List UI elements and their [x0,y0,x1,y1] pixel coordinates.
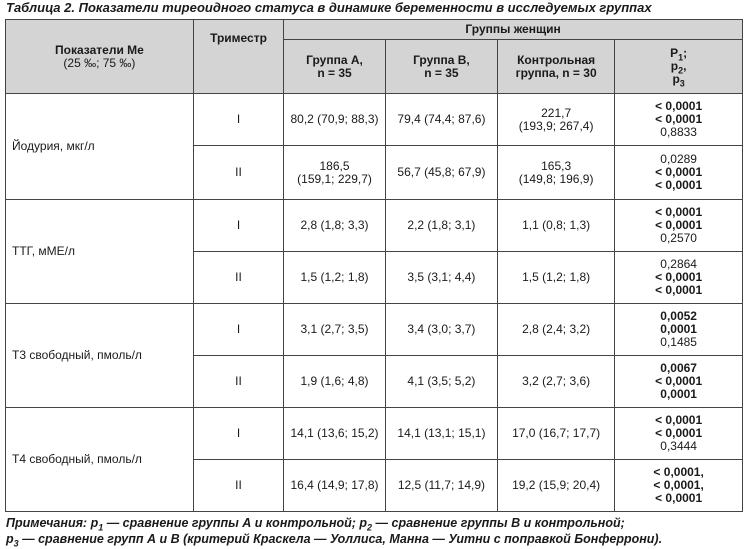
p-value: < 0,0001 [655,283,703,297]
table-row: Т4 свободный, пмоль/л I 14,1 (13,6; 15,2) 1… [5,407,743,512]
p-value: 0,2570 [660,231,697,245]
p-value: 0,0067 [660,361,697,375]
p-value: < 0,0001 [655,218,703,232]
value-cell-a: 1,9 (1,6; 4,8) [283,355,386,408]
p-value: < 0,0001 [655,205,703,219]
p-value: 0,0289 [660,152,697,166]
value-cell-c: 19,2 (15,9; 20,4) [496,459,616,512]
indicator-cell: Т3 свободный, пмоль/л [5,303,194,408]
value-cell-b: 3,5 (3,1; 4,4) [384,251,498,304]
value-cell-c: 17,0 (16,7; 17,7) [496,407,616,460]
indicator-cell: ТТГ, мМЕ/л [5,199,194,304]
table-row: Т3 свободный, пмоль/л I 3,1 (2,7; 3,5) 3,4 … [5,303,743,408]
p-value: < 0,0001 [655,413,703,427]
p-value: 0,2864 [660,257,697,271]
value-cell-b: 4,1 (3,5; 5,2) [384,355,498,408]
value-cell-b: 2,2 (1,8; 3,1) [384,199,498,252]
p-value: 0,8833 [660,125,697,139]
note-line-1: Примечания: p1 — сравнение группы А и ко… [6,516,625,533]
table-row: II 186,5 (159,1; 229,7) 56,7 (45,8; 67,9) 16… [6,145,743,200]
value-cell-b: 14,1 (13,1; 15,1) [384,407,498,460]
value-cell-a: 16,4 (14,9; 17,8) [283,459,386,512]
p-value: < 0,0001 [655,112,703,126]
trimester-cell: I [192,199,285,252]
header-trimester: Триместр [192,19,285,94]
table-row: II 1,5 (1,2; 1,8) 3,5 (3,1; 4,4) 1,5 (1,2; … [6,251,743,304]
trimester-cell: II [192,145,285,200]
p-value: < 0,0001 [655,165,703,179]
header-group-a: Группа А, n = 35 [283,39,386,94]
p-value-cell: 0,0067 < 0,0001 0,0001 [614,355,743,408]
trimester-cell: II [192,355,285,408]
value-cell-a: 3,1 (2,7; 3,5) [283,303,386,356]
p-value: 0,0052 [660,309,697,323]
header-control: Контрольная группа, n = 30 [496,39,616,94]
p-value: < 0,0001 [655,374,703,388]
table-caption: Таблица 2. Показатели тиреоидного статус… [6,0,652,15]
note-line-2: p3 — сравнение групп А и В (критерий Кра… [6,532,663,549]
trimester-cell: I [192,93,285,146]
p-value: < 0,0001, [653,465,704,479]
trimester-cell: I [192,407,285,460]
value-cell-c: 2,8 (2,4; 3,2) [496,303,616,356]
p-value-cell: 0,2864 < 0,0001 < 0,0001 [614,251,743,304]
p-value: 0,3444 [660,439,697,453]
indicator-cell: Т4 свободный, пмоль/л [5,407,194,512]
table-row: Йодурия, мкг/л I 80,2 (70,9; 88,3) 79,4 (74… [5,93,743,200]
p-value: 0,0001 [660,322,697,336]
p-value: 0,0001 [660,387,697,401]
p-value-cell: < 0,0001, < 0,0001, < 0,0001 [614,459,743,512]
p-value: < 0,0001 [655,178,703,192]
value-cell-c: 221,7 (193,9; 267,4) [496,93,616,146]
header-indicator: Показатели Ме (25 ‰; 75 ‰) [5,19,194,94]
value-cell-c: 165,3 (149,8; 196,9) [496,145,616,200]
value-cell-c: 1,5 (1,2; 1,8) [496,251,616,304]
p-value-cell: 0,0052 0,0001 0,1485 [614,303,743,356]
table-row: ТТГ, мМЕ/л I 2,8 (1,8; 3,3) 2,2 (1,8; 3,1) 1… [5,199,743,304]
p-value: < 0,0001 [655,426,703,440]
trimester-cell: I [192,303,285,356]
value-cell-c: 1,1 (0,8; 1,3) [496,199,616,252]
value-cell-a: 2,8 (1,8; 3,3) [283,199,386,252]
value-cell-a: 80,2 (70,9; 88,3) [283,93,386,146]
p-value: < 0,0001 [655,99,703,113]
indicator-cell: Йодурия, мкг/л [5,93,194,200]
table-row: II 16,4 (14,9; 17,8) 12,5 (11,7; 14,9) 19,2… [6,459,743,512]
header-group-b: Группа В, n = 35 [384,39,498,94]
header-groups: Группы женщин [283,19,743,40]
p-value: 0,1485 [660,335,697,349]
p-value-cell: < 0,0001 < 0,0001 0,2570 [614,199,743,252]
value-cell-b: 56,7 (45,8; 67,9) [384,145,498,200]
value-cell-b: 3,4 (3,0; 3,7) [384,303,498,356]
value-cell-b: 12,5 (11,7; 14,9) [384,459,498,512]
p-value-cell: < 0,0001 < 0,0001 0,3444 [614,407,743,460]
value-cell-b: 79,4 (74,4; 87,6) [384,93,498,146]
p-value: < 0,0001 [655,491,703,505]
value-cell-a: 186,5 (159,1; 229,7) [283,145,386,200]
value-cell-a: 14,1 (13,6; 15,2) [283,407,386,460]
trimester-cell: II [192,459,285,512]
value-cell-c: 3,2 (2,7; 3,6) [496,355,616,408]
p-value: < 0,0001, [653,478,704,492]
p-value: < 0,0001 [655,270,703,284]
thyroid-status-table: Показатели Ме (25 ‰; 75 ‰) Триместр Групп… [5,19,743,512]
table-notes: Примечания: p1 — сравнение группы А и ко… [6,515,663,549]
header-p: P1; p2, p3 [614,39,743,94]
p-value-cell: 0,0289 < 0,0001 < 0,0001 [614,145,743,200]
value-cell-a: 1,5 (1,2; 1,8) [283,251,386,304]
trimester-cell: II [192,251,285,304]
p-value-cell: < 0,0001 < 0,0001 0,8833 [614,93,743,146]
